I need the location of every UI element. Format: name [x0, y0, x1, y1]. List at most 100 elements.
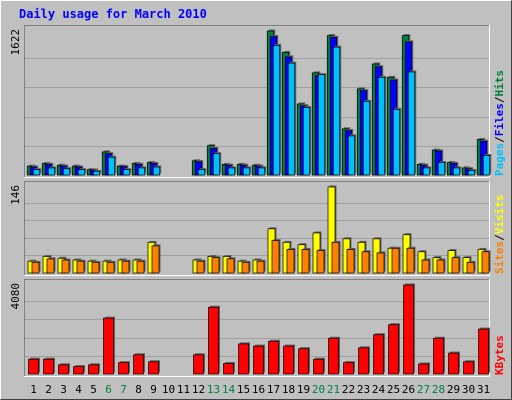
- bar-pages-day-25: [392, 107, 402, 176]
- bar-sites-day-14-face: [226, 258, 235, 274]
- bar-pages-day-19-face: [302, 107, 311, 176]
- bar-sites-day-14: [226, 257, 236, 274]
- bar-pages-day-14-face: [227, 167, 236, 176]
- bar-sites-day-8-face: [136, 260, 145, 274]
- x-tick-label: 28: [432, 383, 445, 396]
- bar-kbytes-day-16-face: [253, 345, 264, 375]
- x-tick-label: 9: [150, 383, 157, 396]
- bar-pages-day-26: [407, 70, 417, 176]
- bar-pages-day-5: [92, 169, 102, 176]
- bar-sites-day-27-face: [421, 259, 430, 274]
- panel-2: 146 Sites/Visits: [9, 181, 506, 276]
- panel-3-bars: [28, 283, 490, 375]
- bar-pages-day-4: [77, 168, 87, 176]
- bar-kbytes-day-28: [433, 336, 445, 375]
- bar-sites-day-7: [121, 259, 131, 274]
- bar-pages-day-3: [62, 167, 72, 176]
- bar-kbytes-day-26-face: [403, 284, 414, 375]
- bar-kbytes-day-28-face: [433, 337, 444, 375]
- bar-kbytes-day-6: [103, 316, 115, 375]
- bar-kbytes-day-31: [478, 327, 490, 375]
- bar-sites-day-23: [361, 250, 371, 274]
- bar-kbytes-day-29-face: [448, 352, 459, 375]
- bar-pages-day-8-face: [137, 167, 146, 176]
- panel-3-ymax-label: 4080: [9, 283, 22, 310]
- x-tick-label: 12: [192, 383, 205, 396]
- bar-pages-day-23-face: [362, 100, 371, 176]
- x-tick-label: 18: [282, 383, 295, 396]
- bar-pages-day-5-face: [92, 171, 101, 176]
- bar-sites-day-30: [466, 260, 476, 274]
- bar-kbytes-day-22: [343, 361, 355, 375]
- x-axis-labels: 1 2 3 4 5 6 7 8 9 10 11 12 13 14 15 16 17 18 19 20 21 22 23 24 2…: [30, 383, 490, 396]
- panel-3-legend-item: KBytes: [493, 335, 506, 375]
- bar-kbytes-day-30-face: [463, 361, 474, 375]
- bar-sites-day-1: [31, 260, 41, 274]
- bar-pages-day-9-face: [152, 166, 161, 176]
- panel-1-legend-item: /: [493, 96, 506, 103]
- bar-kbytes-day-29: [448, 351, 460, 375]
- bar-sites-day-7-face: [121, 260, 130, 274]
- bar-kbytes-day-17-face: [268, 340, 279, 375]
- panel-2-ymax-label: 146: [9, 185, 22, 205]
- bar-pages-day-12: [197, 168, 207, 176]
- bar-pages-day-21: [332, 45, 342, 176]
- bar-pages-day-15: [242, 166, 252, 176]
- x-tick-label: 14: [222, 383, 236, 396]
- bar-kbytes-day-6-face: [103, 317, 114, 375]
- bar-pages-day-20: [317, 73, 327, 176]
- bar-pages-day-6-face: [107, 156, 116, 176]
- bar-pages-day-25-face: [392, 108, 401, 176]
- bar-pages-day-29-face: [452, 167, 461, 176]
- panel-1-legend-item: /: [493, 136, 506, 143]
- x-tick-label: 25: [387, 383, 400, 396]
- x-tick-label: 4: [75, 383, 82, 396]
- bar-sites-day-15-face: [241, 262, 250, 274]
- x-tick-label: 2: [45, 383, 52, 396]
- bar-sites-day-18-face: [286, 249, 295, 274]
- bar-sites-day-21-face: [331, 242, 340, 274]
- bar-pages-day-13-face: [212, 153, 221, 176]
- bar-kbytes-day-31-face: [478, 328, 489, 375]
- bar-visits-day-21-face: [327, 186, 336, 274]
- bar-pages-day-1: [32, 168, 42, 176]
- bar-sites-day-16-face: [256, 260, 265, 274]
- bar-sites-day-12-face: [196, 260, 205, 274]
- bar-pages-day-27: [422, 166, 432, 176]
- bar-pages-day-15-face: [242, 167, 251, 176]
- bar-pages-day-19: [302, 106, 312, 176]
- bar-kbytes-day-7: [118, 361, 130, 375]
- bar-pages-day-17: [272, 43, 282, 176]
- bar-kbytes-day-15: [238, 342, 250, 375]
- chart-panels: 1622Pages/Files/Hits146Sites/Visits4080K…: [9, 25, 506, 377]
- x-tick-label: 17: [267, 383, 280, 396]
- bar-sites-day-30-face: [466, 262, 475, 274]
- panel-2-legend-item: Sites: [493, 241, 506, 274]
- bar-pages-day-16: [257, 166, 267, 176]
- bar-pages-day-31-face: [482, 155, 491, 176]
- bar-sites-day-17: [271, 239, 281, 274]
- bar-kbytes-day-14-face: [223, 363, 234, 375]
- bar-pages-day-31: [482, 153, 492, 176]
- panel-1-legend-item: Files: [493, 103, 506, 136]
- bar-kbytes-day-18: [283, 344, 295, 375]
- bar-sites-day-29: [451, 256, 461, 274]
- bar-pages-day-28-face: [437, 162, 446, 176]
- bar-kbytes-day-16: [253, 344, 265, 375]
- bar-pages-day-8: [137, 166, 147, 176]
- bar-kbytes-day-12-face: [193, 354, 204, 375]
- bar-visits-day-21: [327, 185, 337, 274]
- bar-pages-day-6: [107, 155, 117, 176]
- bar-kbytes-day-19: [298, 347, 310, 375]
- bar-kbytes-day-25-face: [388, 324, 399, 375]
- bar-pages-day-30: [467, 169, 477, 176]
- bar-sites-day-23-face: [361, 251, 370, 274]
- x-tick-label: 23: [357, 383, 370, 396]
- bar-sites-day-24: [376, 251, 386, 274]
- bar-sites-day-18: [286, 247, 296, 274]
- bar-sites-day-4: [76, 259, 86, 274]
- bar-kbytes-day-3: [58, 363, 70, 375]
- bar-kbytes-day-8: [133, 353, 145, 375]
- bar-kbytes-day-2: [43, 357, 55, 375]
- bar-kbytes-day-15-face: [238, 343, 249, 375]
